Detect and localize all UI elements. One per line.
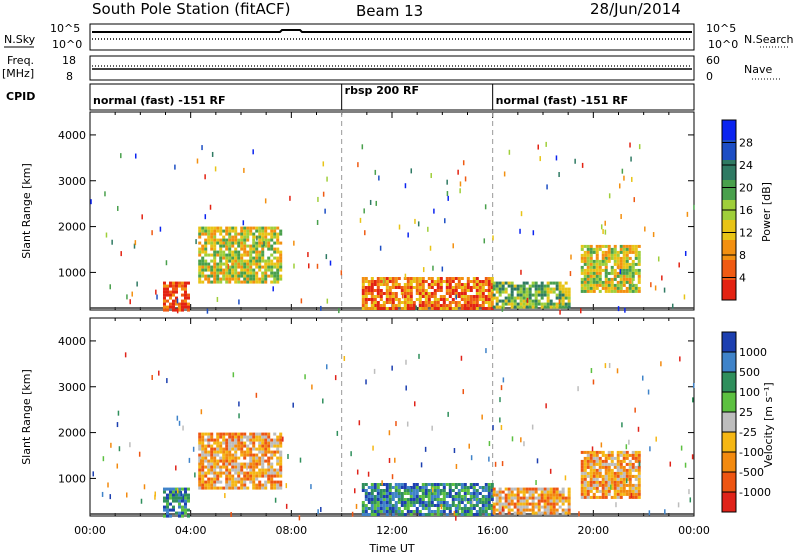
colorbar-tick: 1000	[739, 346, 767, 359]
colorbar-tick: 24	[739, 159, 753, 172]
nsky-tick-top: 10^5	[50, 22, 80, 35]
velocity-ylabel: Slant Range [km]	[20, 369, 33, 465]
colorbar-tick: 4	[739, 272, 746, 285]
colorbar-tick: 16	[739, 204, 753, 217]
echo-region	[580, 244, 641, 293]
time-xlabel: Time UT	[368, 542, 414, 554]
colorbar-swatch	[722, 220, 736, 241]
x-tick-label: 16:00	[477, 524, 509, 537]
y-tick-label: 3000	[58, 175, 86, 188]
colorbar-swatch	[722, 240, 736, 261]
colorbar-tick: 25	[739, 406, 753, 419]
x-tick-label: 20:00	[577, 524, 609, 537]
colorbar-tick: -100	[739, 446, 764, 459]
nave-tick-bottom: 0	[706, 70, 713, 83]
colorbar-swatch	[722, 260, 736, 281]
nave-label: Nave	[744, 63, 772, 76]
colorbar-swatch	[722, 120, 736, 141]
echo-region	[162, 281, 190, 312]
colorbar-tick: 8	[739, 249, 746, 262]
colorbar-tick: 28	[739, 137, 753, 150]
x-tick-label: 08:00	[275, 524, 307, 537]
velocity-colorbar: 1000 500 100 25 -25 -100 -500 -1000	[721, 331, 771, 513]
y-tick-label: 2000	[58, 427, 86, 440]
colorbar-tick: -25	[739, 426, 757, 439]
nsky-line	[92, 29, 692, 33]
y-tick-label: 2000	[58, 221, 86, 234]
colorbar-tick: 100	[739, 386, 760, 399]
y-tick-label: 4000	[58, 335, 86, 348]
freq-panel: Freq. [MHz] 18 8 60 0 Nave	[2, 54, 780, 83]
echo-region	[492, 487, 571, 515]
colorbar-swatch	[722, 492, 736, 513]
echo-region	[198, 432, 283, 490]
colorbar-swatch	[722, 160, 736, 181]
date-label: 28/Jun/2014	[590, 0, 681, 18]
velocity-colorbar-label: Velocity [m s⁻¹]	[762, 382, 775, 467]
echo-region	[580, 450, 641, 499]
beam-label: Beam 13	[356, 2, 423, 20]
freq-label: Freq.	[7, 54, 34, 67]
colorbar-swatch	[722, 432, 736, 453]
echo-region	[162, 487, 190, 518]
scatter-echoes	[92, 348, 695, 521]
cpid-segment-label: normal (fast) -151 RF	[93, 94, 226, 107]
nave-tick-top: 60	[706, 54, 720, 67]
power-ylabel: Slant Range [km]	[20, 163, 33, 259]
power-panel: 1000 2000 3000 4000 Slant Range [km]	[20, 111, 695, 315]
colorbar-swatch	[722, 280, 736, 301]
nsearch-tick-top: 10^5	[706, 22, 736, 35]
cpid-segment-label: normal (fast) -151 RF	[496, 94, 629, 107]
x-tick-label: 04:00	[175, 524, 207, 537]
x-tick-label: 12:00	[376, 524, 408, 537]
colorbar-tick: 500	[739, 366, 760, 379]
y-tick-label: 1000	[58, 266, 86, 279]
colorbar-swatch	[722, 372, 736, 393]
echo-region	[198, 226, 283, 284]
station-title: South Pole Station (fitACF)	[92, 0, 290, 18]
nsky-panel: N.Sky 10^5 10^0 N.Search 10^5 10^0	[4, 22, 794, 51]
scatter-echoes	[90, 141, 695, 315]
y-tick-label: 4000	[58, 129, 86, 142]
cpid-strip: CPID normal (fast) -151 RF rbsp 200 RF nor…	[6, 83, 695, 111]
colorbar-tick: -500	[739, 466, 764, 479]
colorbar-swatch	[722, 472, 736, 493]
colorbar-swatch	[722, 332, 736, 353]
y-tick-label: 3000	[58, 381, 86, 394]
cpid-label: CPID	[6, 90, 35, 103]
freq-unit: [MHz]	[2, 67, 34, 80]
power-colorbar: 4 8 12 16 20 24 28	[721, 119, 753, 301]
echo-region	[492, 281, 571, 309]
colorbar-tick: -1000	[739, 486, 771, 499]
y-tick-label: 1000	[58, 472, 86, 485]
nsearch-label: N.Search	[744, 33, 794, 46]
echo-region	[361, 483, 494, 516]
nsky-label: N.Sky	[4, 33, 36, 46]
nsearch-tick-bottom: 10^0	[708, 38, 738, 51]
colorbar-swatch	[722, 392, 736, 413]
colorbar-swatch	[722, 180, 736, 201]
nsky-tick-bottom: 10^0	[52, 38, 82, 51]
colorbar-tick: 20	[739, 182, 753, 195]
freq-tick-top: 18	[62, 54, 76, 67]
colorbar-tick: 12	[739, 227, 753, 240]
cpid-segment-label: rbsp 200 RF	[345, 84, 419, 97]
velocity-panel: 1000 2000 3000 4000 00:00 04:00 08:00 12:00 16:0…	[20, 317, 710, 554]
x-tick-label: 00:00	[74, 524, 106, 537]
power-colorbar-label: Power [dB]	[760, 182, 773, 242]
colorbar-swatch	[722, 140, 736, 161]
echo-region	[361, 277, 494, 310]
colorbar-swatch	[722, 352, 736, 373]
freq-tick-bottom: 8	[66, 70, 73, 83]
colorbar-swatch	[722, 452, 736, 473]
x-tick-label: 00:00	[678, 524, 710, 537]
colorbar-swatch	[722, 412, 736, 433]
